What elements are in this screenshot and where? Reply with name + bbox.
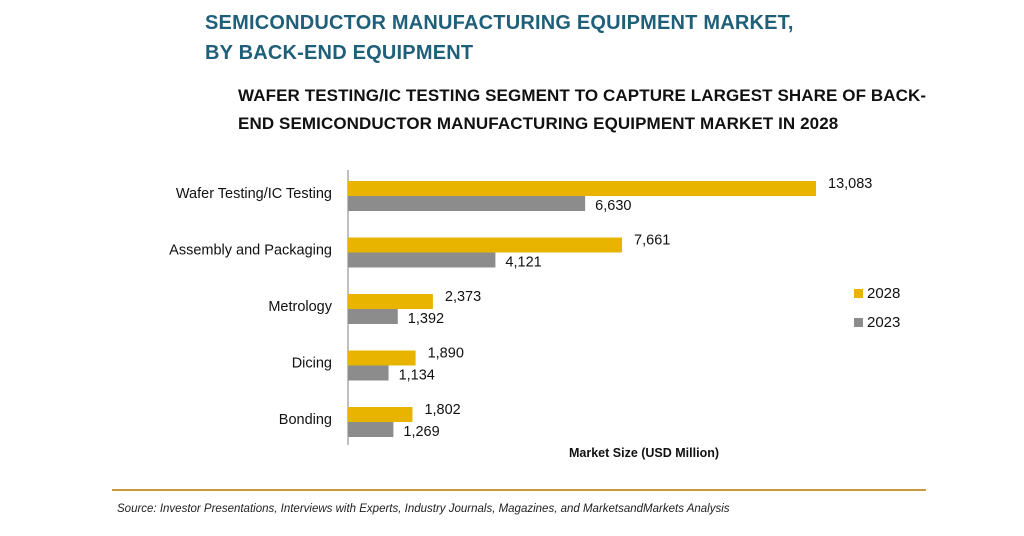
category-label: Metrology	[268, 299, 332, 315]
data-label-2028: 1,802	[424, 402, 460, 418]
category-label: Bonding	[279, 412, 332, 428]
data-label-2028: 1,890	[428, 346, 464, 362]
source-note: Source: Investor Presentations, Intervie…	[117, 503, 730, 515]
category-label: Assembly and Packaging	[169, 243, 332, 259]
legend-label-2028: 2028	[867, 285, 900, 302]
data-label-2023: 1,269	[403, 424, 439, 440]
data-label-2028: 2,373	[445, 289, 481, 305]
legend-swatch-2028	[854, 289, 863, 298]
legend-swatch-2023	[854, 318, 863, 327]
chart-title-line-2: BY BACK-END EQUIPMENT	[205, 42, 474, 64]
data-label-2028: 7,661	[634, 233, 670, 249]
bar-2028-2	[348, 294, 433, 309]
data-label-2023: 4,121	[505, 255, 541, 271]
bar-2023-2	[348, 309, 398, 324]
data-label-2023: 1,392	[408, 311, 444, 327]
data-label-2028: 13,083	[828, 176, 872, 192]
data-label-2023: 1,134	[399, 368, 435, 384]
legend-label-2023: 2023	[867, 314, 900, 331]
x-axis-title: Market Size (USD Million)	[569, 446, 719, 460]
bar-2028-0	[348, 181, 816, 196]
bar-2023-1	[348, 252, 496, 268]
bar-2028-4	[348, 407, 413, 422]
bar-2028-1	[348, 237, 623, 253]
bar-2023-0	[348, 196, 586, 211]
chart-subtitle-line-1: WAFER TESTING/IC TESTING SEGMENT TO CAPT…	[238, 86, 927, 105]
source-divider	[112, 489, 926, 491]
bar-2028-3	[348, 350, 416, 366]
bar-2023-3	[348, 365, 389, 381]
data-label-2023: 6,630	[595, 198, 631, 214]
category-label: Wafer Testing/IC Testing	[176, 186, 332, 202]
chart-subtitle: WAFER TESTING/IC TESTING SEGMENT TO CAPT…	[238, 82, 938, 138]
chart-title-line-1: SEMICONDUCTOR MANUFACTURING EQUIPMENT MA…	[205, 12, 794, 34]
bar-2023-4	[348, 422, 394, 437]
chart-title: SEMICONDUCTOR MANUFACTURING EQUIPMENT MA…	[205, 8, 794, 68]
category-label: Dicing	[292, 356, 332, 372]
chart-subtitle-line-2: END SEMICONDUCTOR MANUFACTURING EQUIPMEN…	[238, 114, 839, 133]
